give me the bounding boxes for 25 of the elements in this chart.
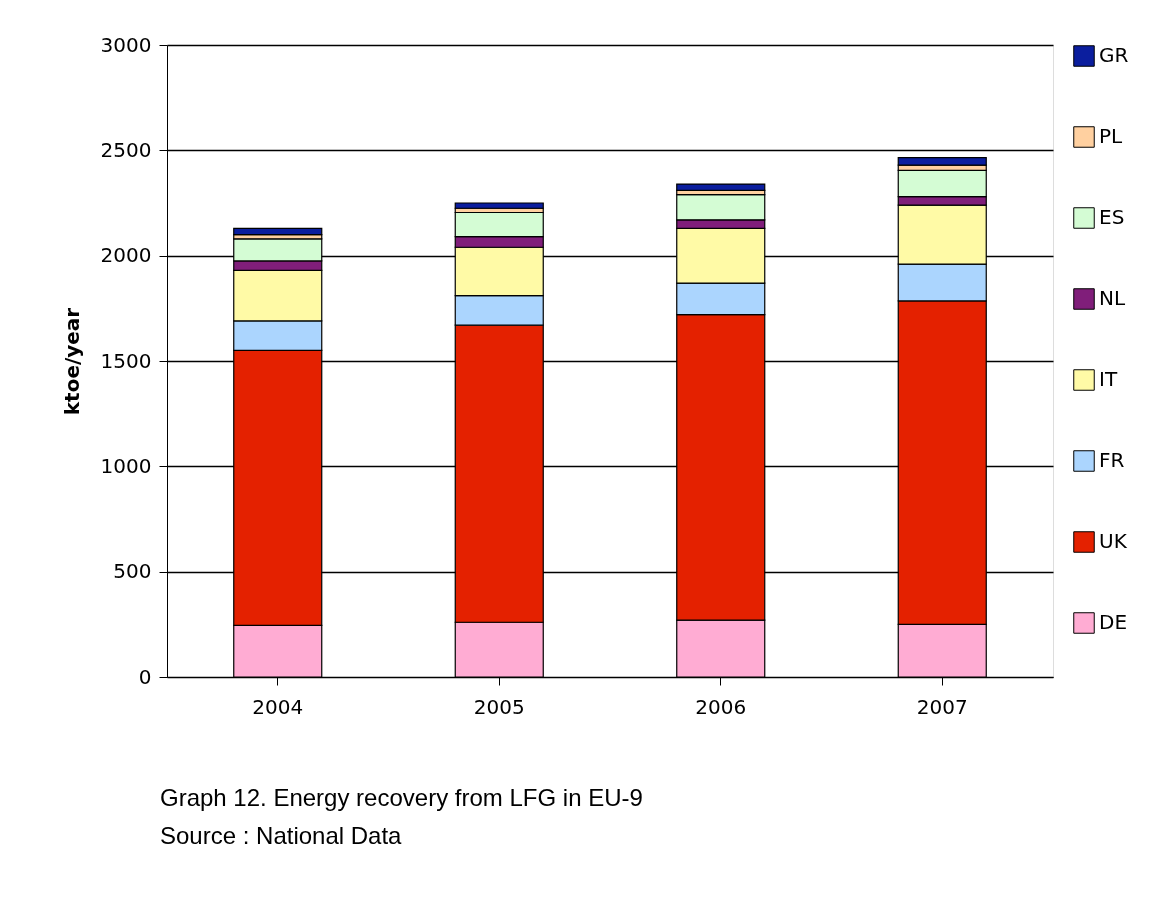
legend-label: DE	[1099, 610, 1128, 634]
y-tick-label: 1000	[100, 453, 152, 478]
source-note: Source : National Data	[160, 822, 403, 849]
legend-label: GR	[1099, 43, 1129, 67]
x-tick-label: 2005	[473, 694, 525, 719]
legend-label: NL	[1099, 286, 1126, 310]
y-tick-label: 3000	[100, 32, 152, 57]
legend-label: ES	[1099, 205, 1125, 229]
x-tick-label: 2004	[252, 694, 304, 719]
x-tick-label: 2006	[695, 694, 747, 719]
y-tick-label: 500	[113, 559, 152, 584]
bar	[676, 183, 766, 191]
x-tick-label: 2007	[916, 694, 968, 719]
bar	[233, 227, 323, 236]
y-tick-label: 2500	[100, 137, 152, 162]
legend-label: PL	[1099, 124, 1124, 148]
y-axis-title: ktoe/year	[59, 307, 84, 416]
y-tick-label: 2000	[100, 243, 152, 268]
legend-label: UK	[1099, 529, 1128, 553]
y-tick-label: 0	[138, 664, 152, 689]
legend-label: FR	[1099, 448, 1125, 472]
caption: Graph 12. Energy recovery from LFG in EU-9	[160, 784, 643, 811]
bar	[454, 202, 544, 209]
legend-label: IT	[1099, 367, 1118, 391]
y-tick-label: 1500	[100, 348, 152, 373]
